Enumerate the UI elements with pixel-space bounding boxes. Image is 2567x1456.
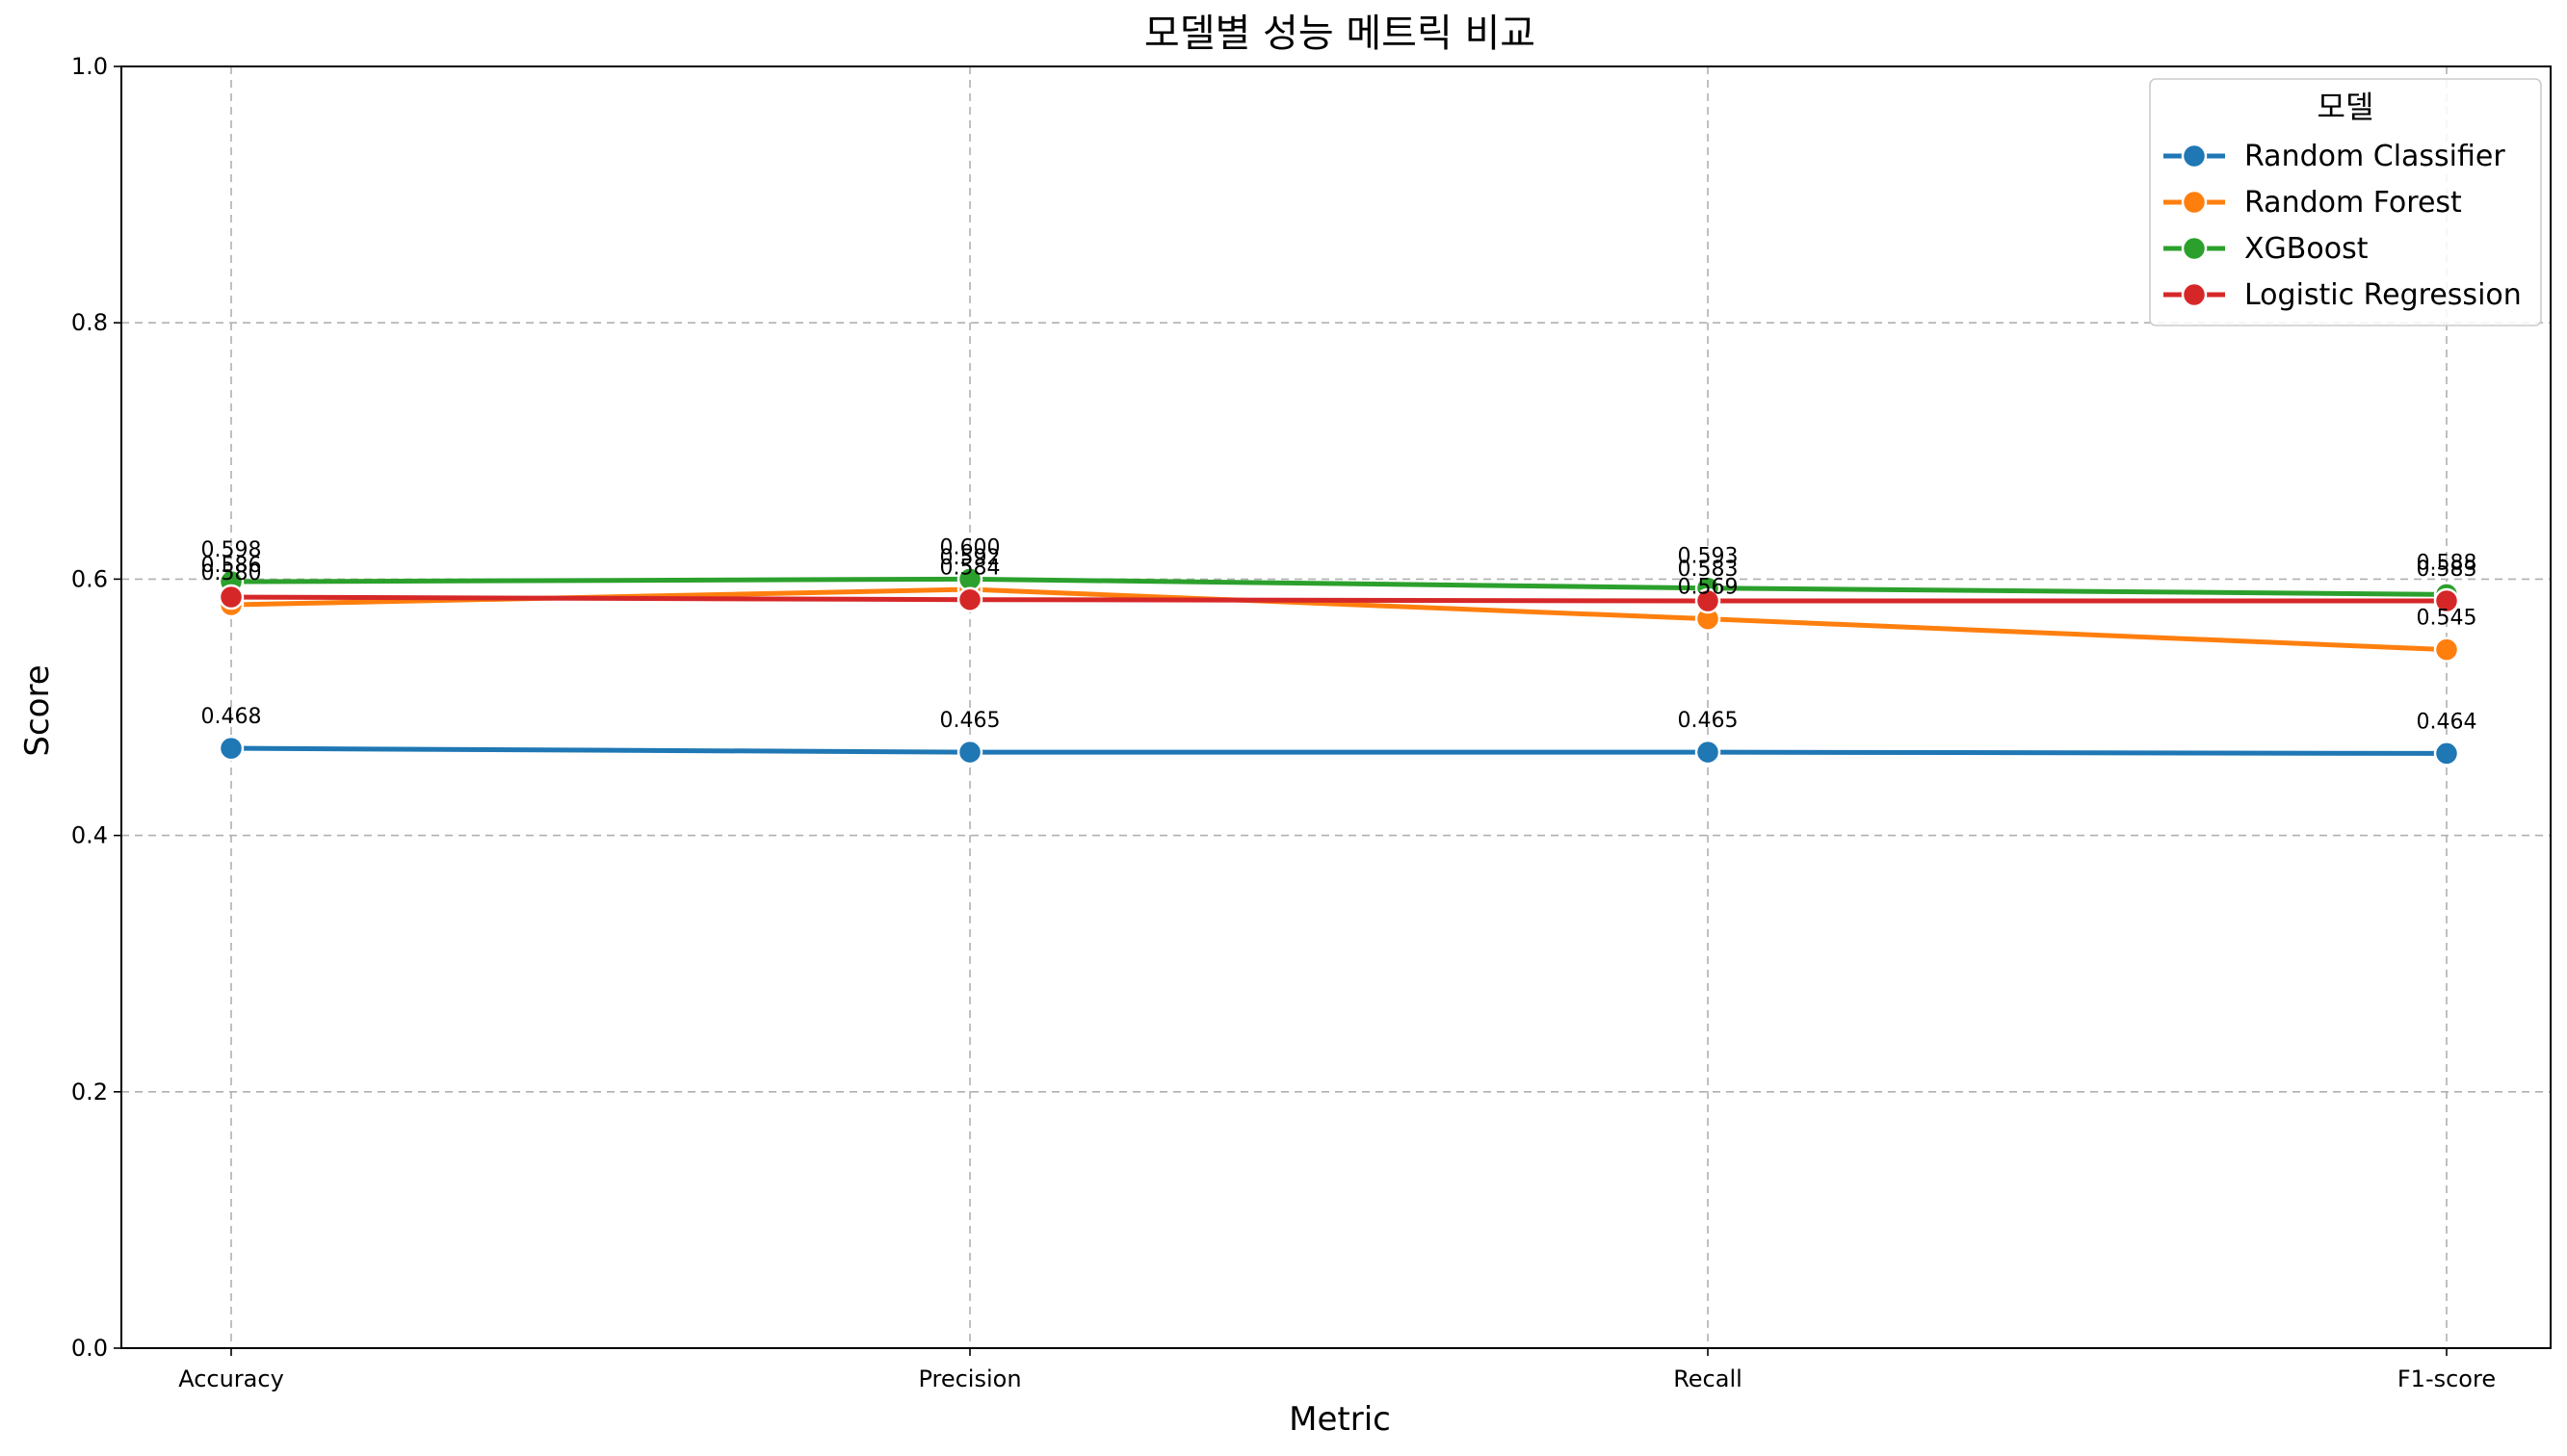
x-tick-label: Precision: [918, 1365, 1021, 1392]
data-label: 0.468: [201, 705, 262, 729]
series-line: [230, 576, 2448, 597]
data-label: 0.583: [2417, 558, 2477, 582]
series-group: [218, 566, 2460, 767]
legend-marker: [2181, 189, 2208, 216]
plot-frame: [120, 65, 2552, 1349]
data-point: [218, 584, 245, 611]
data-point: [956, 739, 983, 766]
data-point: [218, 735, 245, 762]
data-label: 0.464: [2417, 710, 2477, 734]
data-label: 0.569: [1678, 576, 1739, 600]
x-tick-label: Recall: [1673, 1365, 1742, 1392]
legend-marker: [2181, 143, 2208, 169]
x-tick-label: Accuracy: [178, 1365, 284, 1392]
data-point: [1694, 587, 1721, 614]
legend-marker: [2181, 281, 2208, 308]
y-axis-title: Score: [18, 664, 57, 756]
legend-label: Logistic Regression: [2244, 278, 2522, 312]
legend-label: Random Forest: [2244, 186, 2462, 220]
data-point: [2433, 741, 2460, 767]
legend-label: Random Classifier: [2244, 140, 2505, 173]
data-label: 0.465: [1678, 709, 1739, 733]
y-tick-label: 0.4: [71, 822, 108, 849]
data-label: 0.593: [1678, 545, 1739, 569]
data-point: [1694, 739, 1721, 766]
data-label: 0.545: [2417, 607, 2477, 631]
data-point: [956, 586, 983, 612]
legend-label: XGBoost: [2244, 232, 2369, 266]
data-label: 0.580: [201, 561, 262, 585]
axes: 0.0 0.2 0.4 0.6 0.8 1.0 Accuracy Precision Recal…: [71, 53, 2552, 1392]
chart-title: 모델별 성능 메트릭 비교: [1144, 12, 1535, 56]
data-point: [2433, 637, 2460, 663]
y-tick-label: 0.0: [71, 1335, 108, 1362]
y-tick-label: 0.6: [71, 565, 108, 592]
y-tick-label: 0.8: [71, 309, 108, 336]
legend-box: [2149, 78, 2542, 326]
data-label: 0.600: [940, 535, 1001, 559]
legend-title: 모델: [2318, 89, 2374, 125]
data-label: 0.465: [940, 709, 1001, 733]
data-label: 0.583: [1678, 558, 1739, 582]
data-label: 0.598: [201, 538, 262, 562]
x-tick-label: F1-score: [2397, 1365, 2496, 1392]
data-label: 0.588: [2417, 551, 2477, 575]
data-point: [2433, 587, 2460, 614]
y-tick-label: 1.0: [71, 53, 108, 80]
series-line: [230, 594, 2447, 604]
data-label: 0.586: [201, 554, 262, 578]
data-label: 0.592: [940, 546, 1001, 570]
series-line: [230, 745, 2448, 756]
legend-marker: [2181, 235, 2208, 262]
legend: 모델 Random Classifier Random Forest XGBoost L…: [2149, 78, 2542, 326]
x-axis-title: Metric: [1289, 1400, 1391, 1439]
data-label: 0.584: [940, 557, 1001, 581]
data-labels: 0.468 0.465 0.465 0.464 0.580 0.592 0.569 0.545…: [201, 535, 2477, 734]
y-tick-label: 0.2: [71, 1079, 108, 1105]
